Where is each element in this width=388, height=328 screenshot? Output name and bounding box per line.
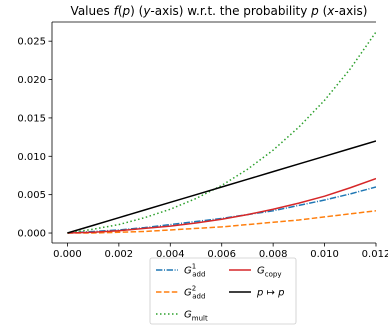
y-tick-label: 0.010 <box>17 152 46 163</box>
legend-label-0: G1 add <box>184 263 205 279</box>
legend-label-4: p ↦ p <box>256 288 284 299</box>
title-part-3: -axis) w.r.t. the probability <box>150 4 311 18</box>
plot-area <box>67 31 376 234</box>
title-part-x: x <box>326 4 335 18</box>
series-line-4 <box>67 140 376 234</box>
series-line-0 <box>67 186 376 234</box>
title-part-p2: p <box>310 4 319 18</box>
legend-label-3: Gcopy <box>257 266 281 279</box>
x-tick-label: 0.004 <box>156 249 185 260</box>
axes-layer: 0.000 0.002 0.004 0.006 0.008 0.010 0.012 0.000… <box>17 21 388 260</box>
title-part-f: f <box>114 4 120 18</box>
y-tick-label: 0.000 <box>17 229 46 240</box>
chart-title: Values f(p) (y-axis) w.r.t. the probabil… <box>71 4 368 18</box>
title-part-paren1: ( <box>118 4 123 18</box>
title-part-1: Values <box>71 4 114 18</box>
y-tick-label: 0.005 <box>17 190 46 201</box>
x-tick-label: 0.010 <box>310 249 339 260</box>
x-tick-label: 0.008 <box>259 249 288 260</box>
legend-box <box>149 257 297 325</box>
y-tick-label: 0.015 <box>17 113 46 124</box>
legend-label-1: G2 add <box>184 285 205 301</box>
legend: G1 add G2 add Gmult Gcopy p ↦ p <box>149 257 297 325</box>
title-part-4: ( <box>319 4 328 18</box>
x-tick-label: 0.006 <box>207 249 236 260</box>
y-tick-label: 0.020 <box>17 75 46 86</box>
y-tick-label: 0.025 <box>17 37 46 48</box>
legend-label-2: Gmult <box>184 310 208 323</box>
title-part-p1: p <box>122 4 131 18</box>
x-tick-label: 0.000 <box>53 249 82 260</box>
title-part-5: -axis) <box>334 4 367 18</box>
series-line-2 <box>67 31 376 234</box>
title-part-y: y <box>142 4 151 18</box>
x-tick-label: 0.002 <box>105 249 134 260</box>
series-line-1 <box>67 210 376 234</box>
series-line-3 <box>67 177 376 234</box>
title-part-2: ) ( <box>130 4 143 18</box>
x-tick-label: 0.012 <box>362 249 388 260</box>
